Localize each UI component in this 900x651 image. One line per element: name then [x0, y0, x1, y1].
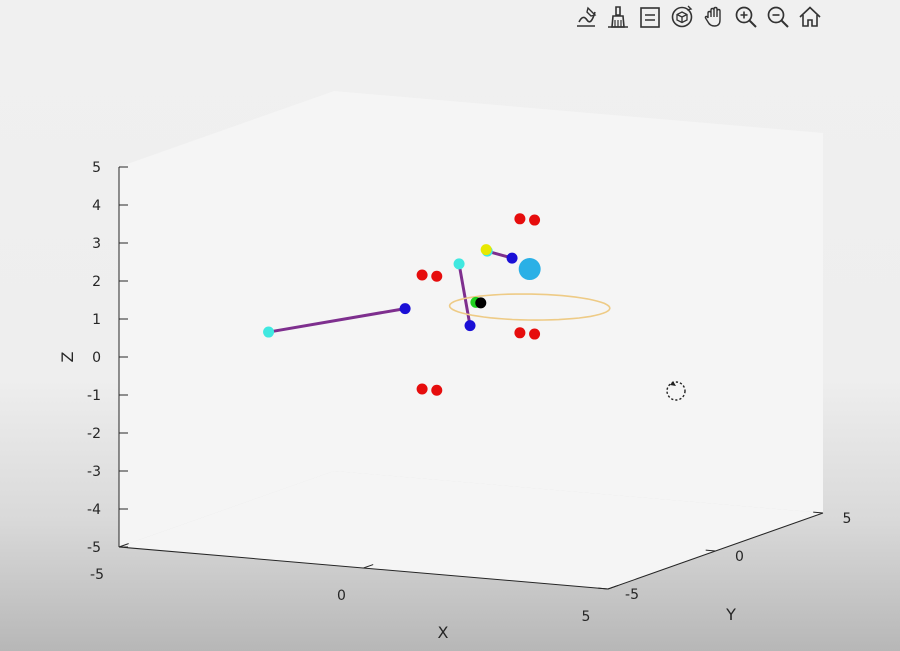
- axis-ticks: -5 -4 -3 -2 -1 0 1 2 3 4 5 -5 0 5 -5 0 5: [87, 160, 851, 625]
- zoom-out-icon: [765, 4, 791, 34]
- axis-labels: X Y Z: [58, 351, 736, 642]
- y-tick-label: 5: [843, 511, 852, 527]
- rotate-3d-icon: [669, 4, 695, 34]
- blue-point: [506, 252, 518, 264]
- z-tick-label: -4: [87, 502, 101, 518]
- insert-legend-button[interactable]: [634, 4, 665, 34]
- z-tick-label: 5: [92, 160, 101, 176]
- yellow-point: [480, 244, 492, 256]
- z-tick-label: 2: [92, 274, 101, 290]
- x-tick: [363, 564, 374, 569]
- rotate-3d-button[interactable]: [666, 4, 697, 34]
- plot-data: [263, 213, 611, 396]
- y-tick: [705, 549, 716, 552]
- data-brush-icon: [605, 4, 631, 34]
- red-point: [529, 214, 541, 226]
- y-tick-label: -5: [625, 587, 639, 603]
- blue-point: [399, 303, 411, 315]
- x-tick: [607, 585, 618, 590]
- x-tick: [118, 543, 129, 548]
- cyan-point: [453, 258, 465, 270]
- z-axis-label: Z: [58, 351, 77, 362]
- axes-box: [118, 91, 824, 590]
- zoom-in-icon: [733, 4, 759, 34]
- red-point: [529, 328, 541, 340]
- large-skyblue-point: [518, 258, 541, 281]
- z-tick-label: -5: [87, 540, 101, 556]
- back-wall-xz: [334, 91, 823, 513]
- left-wall-yz: [119, 91, 334, 547]
- z-tick-label: 1: [92, 312, 101, 328]
- red-point: [431, 270, 443, 282]
- red-point: [514, 213, 526, 225]
- figure-toolbar: [570, 4, 825, 34]
- red-point: [416, 269, 428, 281]
- blue-point: [464, 320, 476, 332]
- y-tick: [813, 511, 824, 514]
- y-tick-label: 0: [735, 549, 744, 565]
- pan-hand-icon: [701, 4, 727, 34]
- pan-hand-button[interactable]: [698, 4, 729, 34]
- red-point: [431, 384, 443, 396]
- rotate-cursor-icon: [666, 381, 686, 401]
- restore-view-home-button[interactable]: [794, 4, 825, 34]
- x-tick-label: -5: [90, 567, 104, 583]
- y-tick: [598, 587, 609, 590]
- x-tick-label: 5: [582, 609, 591, 625]
- red-point: [416, 383, 428, 395]
- z-tick-label: 3: [92, 236, 101, 252]
- z-tick-label: -2: [87, 426, 101, 442]
- edit-plot-icon: [573, 4, 599, 34]
- zoom-out-button[interactable]: [762, 4, 793, 34]
- zoom-in-button[interactable]: [730, 4, 761, 34]
- black-point: [475, 297, 487, 309]
- x-tick-label: 0: [337, 588, 346, 604]
- restore-view-home-icon: [797, 4, 823, 34]
- x-axis-label: X: [438, 623, 449, 642]
- cyan-point: [263, 326, 275, 338]
- z-tick-label: 4: [92, 198, 101, 214]
- orbit-ring: [448, 293, 611, 321]
- floor-xy: [119, 471, 823, 589]
- segment-line: [267, 307, 407, 334]
- edit-plot-button[interactable]: [570, 4, 601, 34]
- z-tick-label: -3: [87, 464, 101, 480]
- y-axis-label: Y: [725, 605, 736, 624]
- data-brush-button[interactable]: [602, 4, 633, 34]
- insert-legend-icon: [637, 4, 663, 34]
- z-tick-label: -1: [87, 388, 101, 404]
- z-tick-label: 0: [92, 350, 101, 366]
- red-point: [514, 327, 526, 339]
- segment-line: [457, 262, 472, 328]
